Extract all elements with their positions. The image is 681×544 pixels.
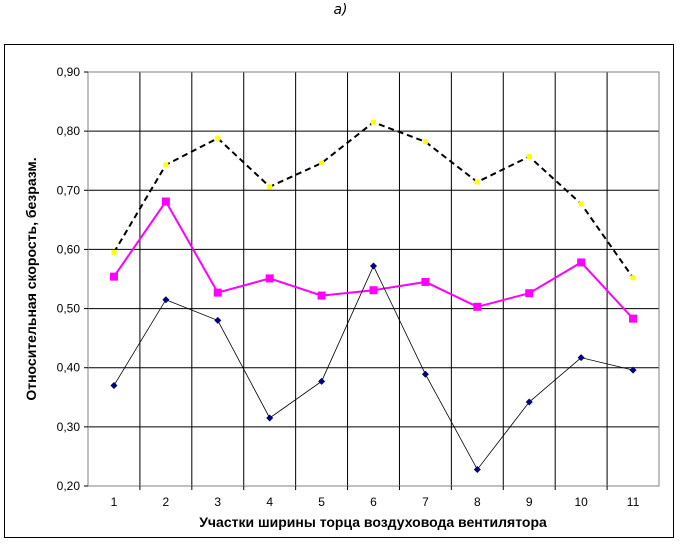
- y-axis-title: Относительная скорость, безразм.: [23, 157, 39, 400]
- series-1-point: [474, 179, 480, 185]
- series-3-point: [473, 465, 481, 473]
- figure-label: а): [333, 2, 348, 18]
- x-tick-label: 3: [214, 495, 221, 509]
- series-2-point: [265, 274, 274, 283]
- series-2-point: [629, 314, 638, 323]
- series-3-point: [421, 370, 429, 378]
- series-3-point: [629, 366, 637, 374]
- x-tick-label: 8: [474, 495, 481, 509]
- series-1-point: [319, 160, 325, 166]
- x-axis-ticks: 1 2 3 4 5 6 7 8 9 10 11: [111, 486, 640, 509]
- series-3-point: [525, 398, 533, 406]
- chart-frame: [4, 44, 674, 538]
- series-2-point: [109, 272, 118, 281]
- series-3-point: [370, 262, 377, 270]
- y-tick-label: 0,40: [57, 361, 81, 375]
- x-tick-label: 11: [627, 495, 640, 509]
- x-tick-label: 10: [574, 495, 588, 509]
- plot-area: [87, 71, 660, 487]
- series-2-point: [317, 291, 326, 300]
- series-3-point: [162, 296, 170, 304]
- series-1-point: [215, 135, 221, 141]
- series-3-point: [266, 414, 274, 422]
- grid-lines: [88, 72, 659, 486]
- series-1-point: [578, 201, 584, 207]
- series-3-point: [577, 354, 585, 362]
- series-3-point: [214, 316, 222, 324]
- x-tick-label: 1: [111, 495, 118, 509]
- y-tick-label: 0,70: [57, 183, 81, 197]
- series-3-point: [110, 381, 118, 389]
- series-1-point: [422, 139, 428, 145]
- x-axis-title: Участки ширины торца воздуховода вентиля…: [199, 514, 547, 530]
- series-1-point: [267, 184, 273, 190]
- series-2-point: [369, 286, 378, 295]
- y-tick-label: 0,30: [57, 420, 81, 434]
- y-tick-label: 0,50: [57, 302, 81, 316]
- x-tick-label: 9: [526, 495, 533, 509]
- x-tick-label: 7: [422, 495, 429, 509]
- y-tick-label: 0,20: [57, 479, 81, 493]
- y-axis-ticks: 0,20 0,30 0,40 0,50 0,60 0,70 0,80 0,90: [57, 65, 88, 493]
- series-1-point: [526, 154, 532, 160]
- series-2-point: [577, 258, 586, 267]
- x-tick-label: 2: [163, 495, 170, 509]
- series-2-point: [161, 197, 170, 206]
- series-1-point: [163, 162, 169, 168]
- series-1-point: [111, 249, 117, 255]
- x-tick-label: 4: [266, 495, 273, 509]
- series-layer: [109, 119, 638, 473]
- x-tick-label: 5: [318, 495, 325, 509]
- x-tick-label: 6: [370, 495, 377, 509]
- series-2-point: [213, 288, 222, 297]
- y-tick-label: 0,80: [57, 124, 81, 138]
- series-2-point: [421, 277, 430, 286]
- series-2-point: [473, 302, 482, 311]
- series-3-point: [318, 377, 326, 385]
- series-1-point: [630, 275, 636, 281]
- y-tick-label: 0,90: [57, 65, 81, 79]
- y-tick-label: 0,60: [57, 242, 81, 256]
- series-2-point: [525, 289, 534, 298]
- series-1-point: [371, 119, 376, 125]
